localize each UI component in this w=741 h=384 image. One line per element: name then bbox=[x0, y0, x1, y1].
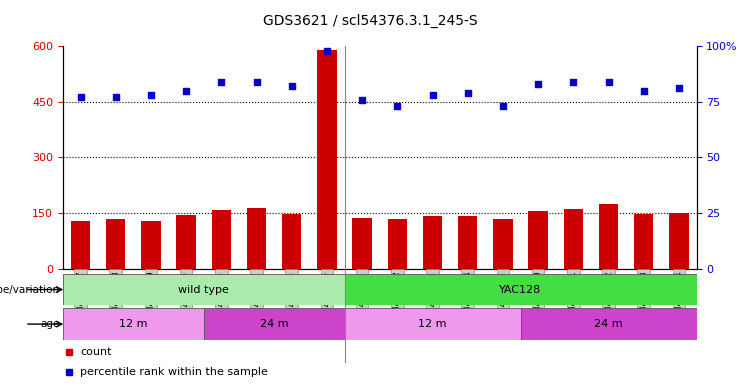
Bar bbox=[528, 211, 548, 269]
Bar bbox=[345, 308, 520, 340]
Bar bbox=[634, 214, 654, 269]
Bar bbox=[282, 214, 302, 269]
Point bbox=[638, 88, 650, 94]
Point bbox=[356, 96, 368, 103]
Text: GSM491339: GSM491339 bbox=[322, 271, 331, 326]
Point bbox=[110, 94, 122, 100]
Text: GSM491337: GSM491337 bbox=[252, 271, 261, 326]
Bar bbox=[106, 219, 125, 269]
Point bbox=[568, 79, 579, 85]
Point bbox=[673, 85, 685, 91]
Text: age: age bbox=[40, 319, 59, 329]
Text: GSM491331: GSM491331 bbox=[358, 271, 367, 326]
Point bbox=[532, 81, 544, 87]
Text: GSM491343: GSM491343 bbox=[639, 271, 648, 325]
Text: 12 m: 12 m bbox=[119, 319, 147, 329]
Bar bbox=[353, 218, 372, 269]
Point bbox=[427, 92, 439, 98]
Bar bbox=[204, 308, 345, 340]
Text: GSM491334: GSM491334 bbox=[463, 271, 472, 325]
Text: GSM491330: GSM491330 bbox=[182, 271, 190, 326]
Bar bbox=[142, 220, 161, 269]
Bar bbox=[458, 216, 477, 269]
Text: GSM491336: GSM491336 bbox=[217, 271, 226, 326]
Text: GSM491344: GSM491344 bbox=[674, 271, 683, 325]
Point bbox=[75, 94, 87, 100]
Bar bbox=[388, 219, 407, 269]
Bar bbox=[564, 209, 583, 269]
Point bbox=[497, 103, 509, 109]
Text: GDS3621 / scl54376.3.1_245-S: GDS3621 / scl54376.3.1_245-S bbox=[263, 13, 478, 28]
Point bbox=[216, 79, 227, 85]
Bar bbox=[599, 204, 618, 269]
Point bbox=[462, 90, 473, 96]
Text: 12 m: 12 m bbox=[419, 319, 447, 329]
Text: 24 m: 24 m bbox=[260, 319, 288, 329]
Text: GSM491340: GSM491340 bbox=[534, 271, 542, 325]
Point bbox=[286, 83, 298, 89]
Bar bbox=[423, 216, 442, 269]
Text: percentile rank within the sample: percentile rank within the sample bbox=[80, 367, 268, 377]
Text: GSM491342: GSM491342 bbox=[604, 271, 613, 325]
Text: wild type: wild type bbox=[179, 285, 229, 295]
Point bbox=[602, 79, 614, 85]
Text: YAC128: YAC128 bbox=[499, 285, 542, 295]
Text: GSM491338: GSM491338 bbox=[288, 271, 296, 326]
Bar bbox=[176, 215, 196, 269]
Text: genotype/variation: genotype/variation bbox=[0, 285, 59, 295]
Bar bbox=[247, 208, 266, 269]
Bar bbox=[669, 213, 688, 269]
Point bbox=[321, 48, 333, 54]
Bar bbox=[520, 308, 697, 340]
Point bbox=[180, 88, 192, 94]
Bar bbox=[212, 210, 231, 269]
Bar bbox=[494, 219, 513, 269]
Bar bbox=[63, 308, 204, 340]
Point bbox=[145, 92, 157, 98]
Text: GSM491335: GSM491335 bbox=[499, 271, 508, 326]
Text: GSM491328: GSM491328 bbox=[111, 271, 120, 325]
Bar bbox=[71, 220, 90, 269]
Text: GSM491329: GSM491329 bbox=[147, 271, 156, 325]
Bar bbox=[345, 274, 697, 305]
Text: GSM491332: GSM491332 bbox=[393, 271, 402, 325]
Text: 24 m: 24 m bbox=[594, 319, 623, 329]
Text: GSM491333: GSM491333 bbox=[428, 271, 437, 326]
Text: GSM491327: GSM491327 bbox=[76, 271, 85, 325]
Point bbox=[391, 103, 403, 109]
Bar bbox=[317, 50, 336, 269]
Text: GSM491341: GSM491341 bbox=[569, 271, 578, 325]
Point bbox=[250, 79, 262, 85]
Bar bbox=[63, 274, 345, 305]
Text: count: count bbox=[80, 347, 112, 357]
